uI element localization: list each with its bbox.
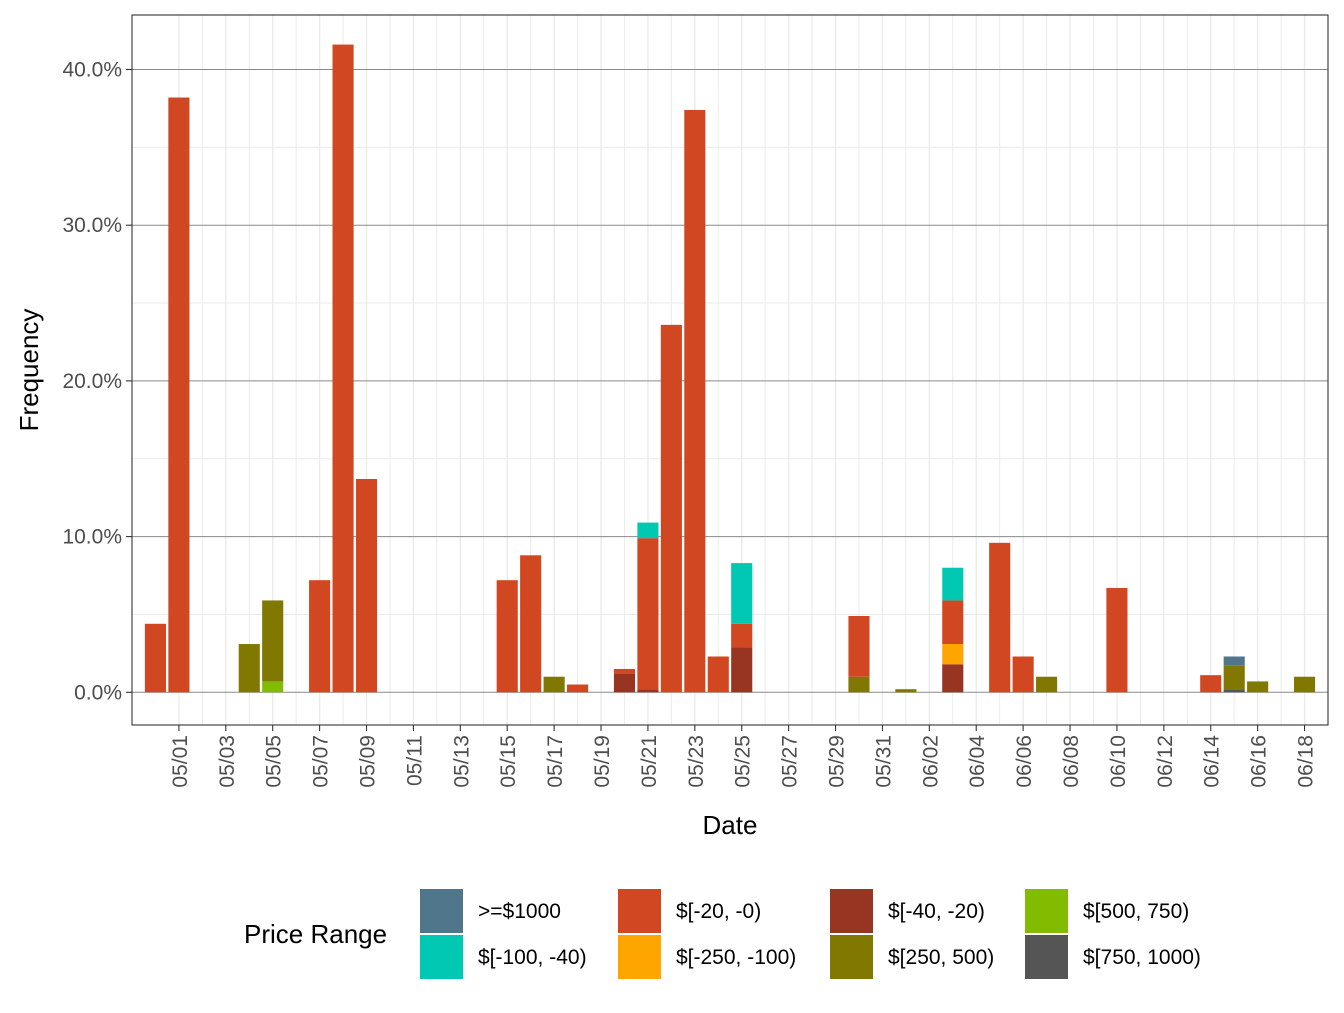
bar-segment-2020-06-18-p250_500 xyxy=(1293,676,1316,693)
legend-key-m250_100 xyxy=(618,935,661,979)
legend-label-ge1000: >=$1000 xyxy=(478,900,561,923)
bar-segment-2020-06-03-m100_40 xyxy=(942,567,964,601)
legend-key-p750_1000 xyxy=(1025,935,1068,979)
y-axis-title: Frequency xyxy=(14,309,44,432)
legend-title: Price Range xyxy=(244,919,387,949)
x-tick-label: 06/06 xyxy=(1013,735,1036,788)
bar-segment-2020-05-04-p250_500 xyxy=(238,644,260,693)
legend-label-m250_100: $[-250, -100) xyxy=(676,946,796,969)
bar-segment-2020-06-15-ge1000 xyxy=(1223,656,1245,666)
bar-segment-2020-06-16-p250_500 xyxy=(1247,681,1269,693)
y-tick-label: 40.0% xyxy=(62,58,122,81)
x-tick-label: 05/21 xyxy=(638,735,661,788)
x-tick-label: 06/16 xyxy=(1248,735,1271,788)
x-tick-label: 05/07 xyxy=(310,735,333,788)
y-axis: 0.0% 10.0% 20.0% 30.0% 40.0% xyxy=(62,58,132,704)
bar-segment-2020-05-21-m100_40 xyxy=(637,522,659,539)
x-tick-label: 06/08 xyxy=(1060,735,1083,788)
legend-label-p500_750: $[500, 750) xyxy=(1083,900,1189,923)
bar-segment-2020-05-15-m20_0 xyxy=(496,580,518,693)
bar-segment-2020-05-08-m20_0 xyxy=(332,44,354,693)
bar-segment-2020-05-07-m20_0 xyxy=(309,580,331,693)
bar-segment-2020-05-23-m20_0 xyxy=(684,109,706,693)
x-tick-label: 05/17 xyxy=(544,735,567,788)
bar-segment-2020-05-22-m20_0 xyxy=(660,324,682,693)
x-tick-label: 05/23 xyxy=(685,735,708,788)
x-tick-label: 05/29 xyxy=(826,735,849,788)
bar-segment-2020-06-14-m20_0 xyxy=(1200,675,1222,693)
bar-segment-2020-06-10-m20_0 xyxy=(1106,587,1128,693)
x-tick-label: 05/05 xyxy=(263,735,286,788)
bar-segment-2020-05-25-m20_0 xyxy=(731,623,753,648)
legend-label-m40_20: $[-40, -20) xyxy=(888,900,985,923)
bar-segment-2020-05-09-m20_0 xyxy=(355,478,378,693)
legend-key-m100_40 xyxy=(420,935,463,979)
bar-segment-2020-05-18-m20_0 xyxy=(567,684,589,693)
legend-key-m20_0 xyxy=(618,889,661,933)
x-axis: 05/01 05/03 05/05 05/07 05/09 05/11 05/13 05/15… xyxy=(169,725,1318,788)
legend-label-m100_40: $[-100, -40) xyxy=(478,946,587,969)
legend-key-m40_20 xyxy=(830,889,873,933)
bar-segment-2020-05-21-m40_20 xyxy=(637,689,659,693)
bar-segment-2020-06-05-m20_0 xyxy=(989,542,1011,693)
x-tick-label: 05/03 xyxy=(216,735,239,788)
plot-panel-border xyxy=(131,14,1329,726)
bar-segment-2020-04-30-m20_0 xyxy=(144,623,167,693)
x-tick-label: 05/25 xyxy=(732,735,755,788)
x-tick-label: 06/14 xyxy=(1201,735,1224,788)
bar-segment-2020-05-20-m40_20 xyxy=(613,673,636,693)
bar-segment-2020-05-17-p250_500 xyxy=(543,676,565,693)
legend-label-p250_500: $[250, 500) xyxy=(888,946,994,969)
legend-key-p500_750 xyxy=(1025,889,1068,933)
bar-segment-2020-06-03-m250_100 xyxy=(942,644,964,665)
x-tick-label: 05/15 xyxy=(497,735,520,788)
bar-segment-2020-05-20-m20_0 xyxy=(613,668,636,674)
legend: Price Range >=$1000 $[-100, -40) $[-20, -0… xyxy=(244,889,1201,979)
x-tick-label: 05/09 xyxy=(357,735,380,788)
x-tick-label: 06/10 xyxy=(1107,735,1130,788)
bar-segment-2020-06-01-p250_500 xyxy=(895,689,917,693)
y-tick-label: 10.0% xyxy=(62,526,122,549)
bar-segment-2020-06-06-m20_0 xyxy=(1012,656,1034,693)
bar-segment-2020-05-25-m40_20 xyxy=(731,647,753,693)
x-tick-label: 06/04 xyxy=(966,735,989,788)
bar-segment-2020-06-15-p250_500 xyxy=(1223,665,1245,690)
bar-segment-2020-05-01-m20_0 xyxy=(168,97,190,693)
x-tick-label: 05/11 xyxy=(403,735,426,786)
x-tick-label: 05/01 xyxy=(169,735,192,788)
legend-label-m20_0: $[-20, -0) xyxy=(676,900,761,923)
bar-segment-2020-05-05-p500_750 xyxy=(262,681,284,693)
legend-key-p250_500 xyxy=(830,935,873,979)
bar-segment-2020-06-03-m20_0 xyxy=(942,600,964,645)
y-tick-label: 20.0% xyxy=(62,370,122,393)
y-tick-label: 30.0% xyxy=(62,214,122,237)
bar-segment-2020-05-25-m100_40 xyxy=(731,563,753,624)
legend-key-ge1000 xyxy=(420,889,463,933)
bar-segment-2020-06-15-p750_1000 xyxy=(1223,689,1245,693)
x-tick-label: 06/02 xyxy=(919,735,942,788)
bar-segment-2020-06-07-p250_500 xyxy=(1036,676,1058,693)
x-tick-label: 05/13 xyxy=(450,735,473,788)
bar-segment-2020-05-16-m20_0 xyxy=(520,555,542,693)
bar-segment-2020-05-05-p250_500 xyxy=(262,600,284,682)
x-tick-label: 06/12 xyxy=(1154,735,1177,788)
bars xyxy=(144,44,1316,693)
legend-label-p750_1000: $[750, 1000) xyxy=(1083,946,1201,969)
bar-segment-2020-05-30-p250_500 xyxy=(848,676,870,693)
bar-segment-2020-06-03-m40_20 xyxy=(942,664,964,693)
x-tick-label: 06/18 xyxy=(1295,735,1318,788)
x-axis-title: Date xyxy=(703,810,758,840)
x-tick-label: 05/19 xyxy=(591,735,614,788)
bar-segment-2020-05-30-m20_0 xyxy=(848,616,870,677)
x-tick-label: 05/27 xyxy=(779,735,802,788)
y-tick-label: 0.0% xyxy=(74,681,122,704)
bar-segment-2020-05-24-m20_0 xyxy=(707,656,729,693)
bar-segment-2020-05-21-m20_0 xyxy=(637,538,659,690)
x-tick-label: 05/31 xyxy=(872,735,895,788)
